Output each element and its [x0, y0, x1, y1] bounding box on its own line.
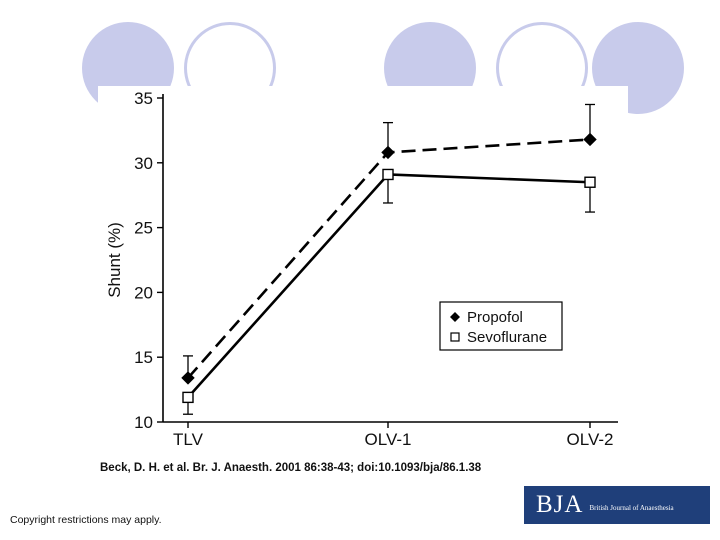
- x-tick-label-OLV-2: OLV-2: [567, 430, 614, 449]
- point-propofol-olv-2: [583, 132, 597, 147]
- y-tick-label-15: 15: [134, 348, 153, 367]
- point-sevoflurane-tlv: [182, 391, 194, 404]
- bja-logo: BJA British Journal of Anaesthesia: [524, 486, 710, 524]
- y-tick-label-25: 25: [134, 219, 153, 238]
- citation-text: Beck, D. H. et al. Br. J. Anaesth. 2001 …: [100, 462, 482, 474]
- legend-label-sevoflurane: Sevoflurane: [467, 329, 547, 346]
- legend-marker-sevoflurane: [450, 332, 460, 342]
- chart-panel: 10 15 20 25 30 35 TLV OLV-1 OLV-2 Shunt (%) Propof…: [98, 86, 628, 462]
- legend-label-propofol: Propofol: [467, 309, 523, 326]
- x-tick-label-OLV-1: OLV-1: [365, 430, 412, 449]
- y-axis-label: Shunt (%): [105, 222, 124, 298]
- point-propofol-olv-1: [381, 145, 395, 160]
- bja-logo-subtitle: British Journal of Anaesthesia: [589, 504, 674, 512]
- point-sevoflurane-olv-2: [584, 176, 596, 188]
- y-tick-label-35: 35: [134, 89, 153, 108]
- legend-box: [439, 301, 563, 351]
- y-tick-label-20: 20: [134, 283, 153, 302]
- y-tick-label-30: 30: [134, 154, 153, 173]
- copyright-notice: Copyright restrictions may apply.: [10, 514, 162, 526]
- bja-logo-mark: BJA: [536, 491, 584, 518]
- x-tick-label-TLV: TLV: [173, 430, 204, 449]
- y-tick-label-10: 10: [134, 413, 153, 432]
- point-propofol-tlv: [181, 371, 195, 385]
- legend-marker-propofol: [450, 312, 460, 322]
- point-sevoflurane-olv-1: [382, 168, 394, 181]
- shunt-line-chart: 10 15 20 25 30 35 TLV OLV-1 OLV-2 Shunt (%) Propof…: [105, 89, 618, 449]
- series-line-sevoflurane: [187, 173, 591, 399]
